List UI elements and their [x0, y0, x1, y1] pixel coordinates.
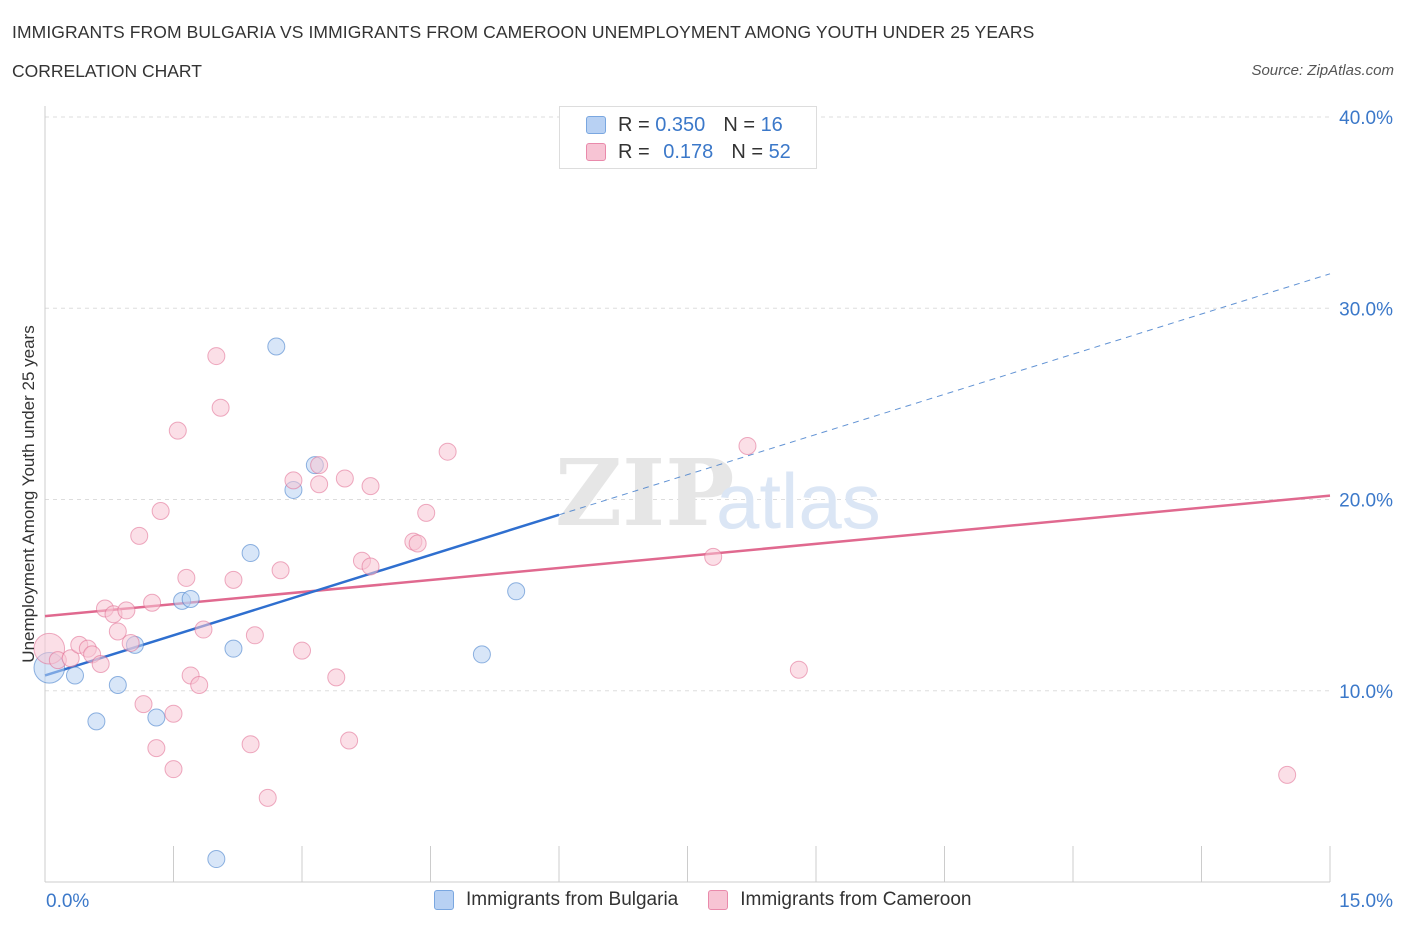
- point-cameroon: [789, 660, 808, 679]
- point-cameroon: [91, 654, 110, 673]
- point-cameroon: [245, 626, 264, 645]
- point-cameroon: [211, 398, 230, 417]
- point-bulgaria: [65, 666, 84, 685]
- point-cameroon: [408, 534, 427, 553]
- series-label-cameroon: Immigrants from Cameroon: [740, 889, 972, 910]
- series-legend-bulgaria: Immigrants from Bulgaria: [434, 889, 678, 911]
- point-cameroon: [194, 620, 213, 639]
- trend-lines: [44, 273, 1331, 677]
- point-cameroon: [147, 739, 166, 758]
- watermark-atlas: atlas: [716, 457, 881, 545]
- point-cameroon: [704, 547, 723, 566]
- grid-lines: [45, 116, 1330, 692]
- x-tick-label: 0.0%: [46, 891, 89, 912]
- legend-row-bulgaria: R = 0.350 N = 16: [586, 113, 783, 137]
- point-cameroon: [134, 695, 153, 714]
- point-cameroon: [177, 568, 196, 587]
- trendline-cameroon: [44, 494, 1331, 618]
- y-axis-label: Unemployment Among Youth under 25 years: [19, 325, 38, 662]
- point-cameroon: [284, 471, 303, 490]
- legend-r-label: R =: [618, 113, 656, 136]
- legend-r-value: 0.178: [663, 140, 714, 163]
- point-bulgaria: [181, 589, 200, 608]
- series-label-bulgaria: Immigrants from Bulgaria: [466, 889, 679, 910]
- legend-swatch-cameroon: [586, 143, 606, 161]
- point-cameroon: [151, 501, 170, 520]
- point-cameroon: [293, 641, 311, 660]
- point-cameroon: [168, 421, 187, 440]
- point-bulgaria: [267, 337, 286, 356]
- point-cameroon: [327, 668, 346, 687]
- legend-n-value: 52: [768, 140, 791, 163]
- trendline-bulgaria-extension: [558, 273, 1331, 516]
- legend-n-label: N =: [723, 113, 761, 136]
- point-bulgaria: [472, 645, 491, 664]
- point-cameroon: [108, 622, 127, 641]
- y-tick-label: 30.0%: [1339, 299, 1393, 320]
- point-bulgaria: [224, 639, 243, 658]
- point-cameroon: [340, 731, 359, 750]
- axes: [44, 106, 1331, 883]
- y-tick-label: 20.0%: [1339, 491, 1393, 512]
- point-cameroon: [335, 469, 354, 488]
- series-legend-cameroon: Immigrants from Cameroon: [708, 889, 971, 911]
- point-cameroon: [738, 436, 757, 455]
- point-bulgaria: [241, 544, 260, 563]
- point-bulgaria: [147, 708, 166, 727]
- x-tick-label: 15.0%: [1339, 891, 1393, 912]
- point-cameroon: [164, 760, 183, 779]
- point-cameroon: [271, 561, 290, 580]
- watermark-zip: ZIP: [555, 439, 734, 547]
- point-cameroon: [1278, 765, 1297, 784]
- legend-r-value: 0.350: [655, 113, 706, 136]
- y-tick-label: 40.0%: [1339, 108, 1393, 129]
- point-cameroon: [310, 475, 329, 494]
- legend-r-label: R =: [618, 140, 656, 163]
- legend-n-value: 16: [760, 113, 783, 136]
- point-cameroon: [61, 649, 80, 668]
- point-cameroon: [207, 347, 226, 366]
- chart-title: IMMIGRANTS FROM BULGARIA VS IMMIGRANTS F…: [12, 22, 1035, 42]
- series-legend: Immigrants from Bulgaria Immigrants from…: [434, 889, 1001, 911]
- point-bulgaria: [108, 676, 127, 695]
- legend-row-cameroon: R = 0.178 N = 52: [586, 140, 791, 164]
- point-cameroon: [143, 593, 162, 612]
- point-cameroon: [117, 601, 136, 620]
- source-note: Source: ZipAtlas.com: [1251, 62, 1394, 79]
- legend-n-label: N =: [731, 140, 769, 163]
- point-cameroon: [130, 526, 149, 545]
- point-cameroon: [361, 557, 380, 576]
- y-tick-label: 10.0%: [1339, 682, 1393, 703]
- point-cameroon: [258, 788, 277, 807]
- legend-swatch-bulgaria: [586, 116, 606, 134]
- data-points: [33, 337, 1297, 869]
- point-bulgaria: [87, 712, 106, 731]
- series-swatch-cameroon: [708, 890, 729, 910]
- point-cameroon: [164, 704, 183, 723]
- point-cameroon: [121, 633, 140, 652]
- correlation-legend: R = 0.350 N = 16 R = 0.178 N = 52: [559, 106, 817, 169]
- chart-subtitle: CORRELATION CHART: [12, 61, 202, 81]
- point-cameroon: [361, 477, 380, 496]
- series-swatch-bulgaria: [434, 890, 454, 910]
- point-cameroon: [190, 676, 209, 695]
- point-cameroon: [224, 570, 243, 589]
- watermark: ZIP atlas: [555, 439, 881, 547]
- point-cameroon: [438, 442, 457, 461]
- point-cameroon: [417, 503, 436, 522]
- tick-labels: 10.0% 20.0% 30.0% 40.0% 0.0% 15.0%: [46, 108, 1393, 912]
- point-bulgaria: [507, 582, 526, 601]
- point-cameroon: [310, 456, 329, 475]
- point-cameroon: [241, 735, 260, 754]
- point-bulgaria: [207, 850, 226, 869]
